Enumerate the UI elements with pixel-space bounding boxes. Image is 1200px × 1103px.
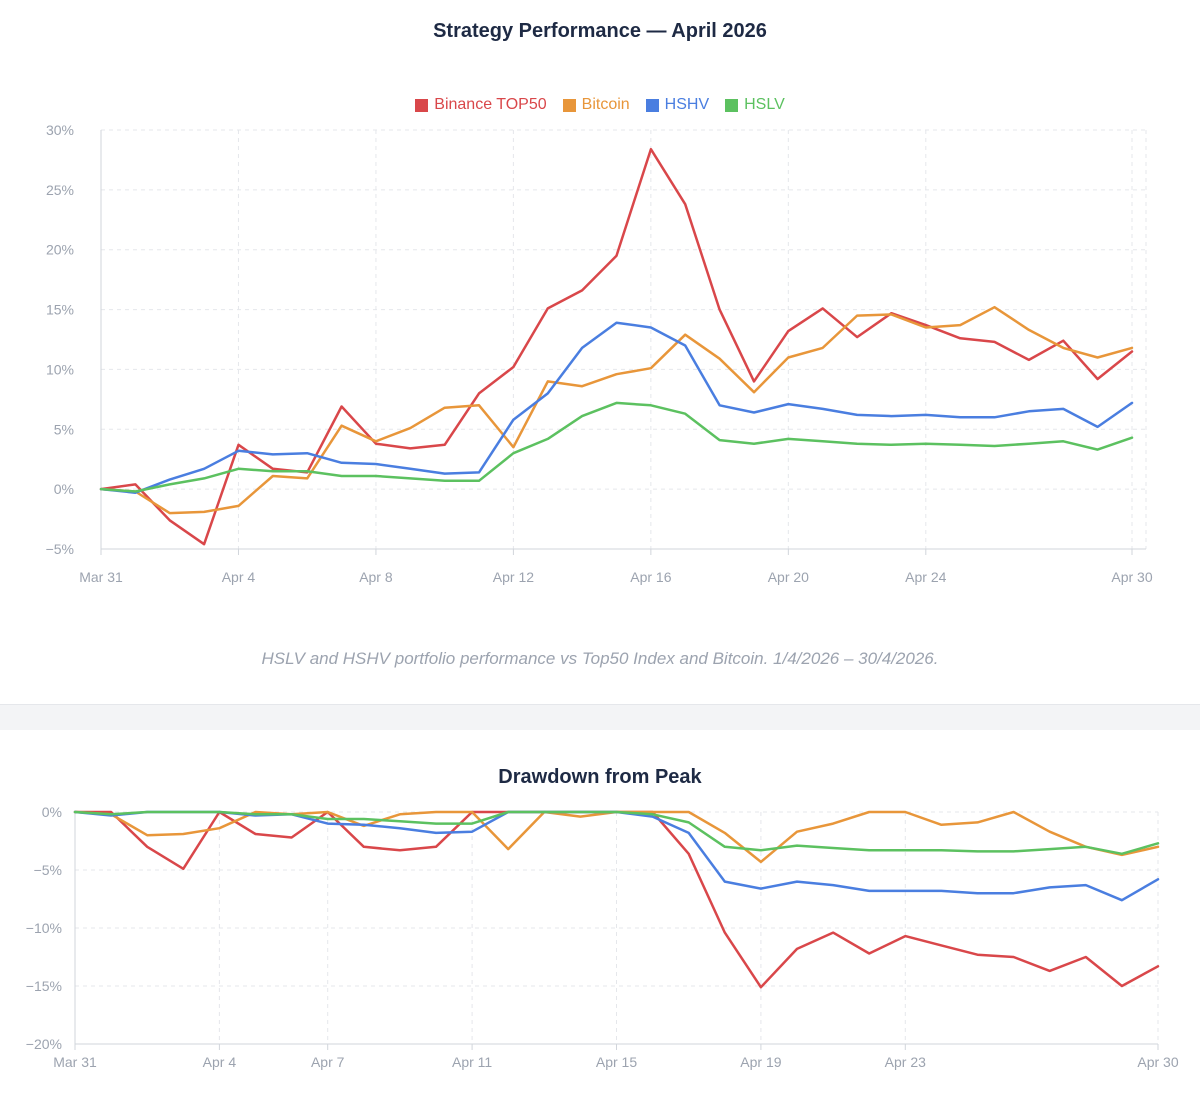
x-tick-label: Apr 12 <box>493 569 534 585</box>
chart-caption: HSLV and HSHV portfolio performance vs T… <box>261 649 939 668</box>
x-tick-label: Apr 19 <box>740 1054 781 1070</box>
x-tick-label: Apr 24 <box>905 569 946 585</box>
drawdown-chart: 0% −5% −10% −15% −20% Mar 31 Apr 4 Apr 7 Apr 11 A… <box>26 804 1179 1070</box>
x-tick-label: Apr 23 <box>885 1054 926 1070</box>
x-tick-label: Apr 30 <box>1111 569 1152 585</box>
performance-series-line-bitcoin[interactable] <box>99 305 1134 515</box>
legend-label-bitcoin: Bitcoin <box>581 96 630 113</box>
y-tick-label: 15% <box>46 302 74 318</box>
legend-item-bitcoin[interactable]: Bitcoin <box>562 96 630 114</box>
chart-legend: Binance TOP50 Bitcoin HSHV HSLV <box>0 96 1200 114</box>
legend-label-binance-top50: Binance TOP50 <box>434 96 547 113</box>
x-tick-label: Apr 30 <box>1137 1054 1178 1070</box>
performance-series-line-hshv[interactable] <box>99 321 1134 494</box>
performance-chart-panel: 30% 25% 20% 15% 10% 5% 0% −5% Mar 31 Apr 4 Apr 8 Ap… <box>0 20 1200 668</box>
drawdown-chart-panel: 0% −5% −10% −15% −20% Mar 31 Apr 4 Apr 7 Apr 11 A… <box>0 730 1200 1103</box>
performance-chart-title: Strategy Performance — April 2026 <box>433 20 767 42</box>
y-tick-label: 0% <box>54 481 74 497</box>
y-tick-label: 10% <box>46 361 74 377</box>
performance-series-line-hslv[interactable] <box>99 401 1134 493</box>
y-tick-label: 0% <box>42 804 62 820</box>
drawdown-series-line-hslv[interactable] <box>73 810 1160 856</box>
y-tick-label: 20% <box>46 242 74 258</box>
performance-grid <box>100 129 1147 555</box>
y-tick-label: 5% <box>54 421 74 437</box>
y-tick-label: −5% <box>34 862 62 878</box>
performance-chart: 30% 25% 20% 15% 10% 5% 0% −5% Mar 31 Apr 4 Apr 8 Ap… <box>46 122 1153 585</box>
y-tick-label: −20% <box>26 1036 62 1052</box>
y-tick-label: 25% <box>46 182 74 198</box>
performance-series-line-binance-top50[interactable] <box>99 147 1134 546</box>
legend-item-hslv[interactable]: HSLV <box>725 96 785 114</box>
x-tick-label: Apr 4 <box>222 569 256 585</box>
drawdown-grid <box>74 811 1159 1050</box>
legend-swatch-hslv <box>725 98 739 112</box>
y-tick-label: −15% <box>26 978 62 994</box>
x-tick-label: Apr 15 <box>596 1054 637 1070</box>
y-tick-label: −10% <box>26 920 62 936</box>
legend-swatch-bitcoin <box>562 98 576 112</box>
legend-item-binance-top50[interactable]: Binance TOP50 <box>415 96 547 114</box>
legend-label-hslv: HSLV <box>744 96 785 113</box>
x-tick-label: Apr 7 <box>311 1054 345 1070</box>
y-tick-label: −5% <box>46 541 74 557</box>
y-tick-label: 30% <box>46 122 74 138</box>
legend-label-hshv: HSHV <box>664 96 710 113</box>
drawdown-chart-title: Drawdown from Peak <box>498 766 702 788</box>
x-tick-label: Apr 4 <box>203 1054 237 1070</box>
panel-separator <box>0 704 1200 731</box>
x-tick-label: Mar 31 <box>79 569 123 585</box>
x-tick-label: Apr 20 <box>768 569 809 585</box>
legend-swatch-hshv <box>645 98 659 112</box>
x-tick-label: Apr 11 <box>452 1054 492 1070</box>
x-tick-label: Mar 31 <box>53 1054 97 1070</box>
x-tick-label: Apr 8 <box>359 569 393 585</box>
legend-swatch-binance-top50 <box>415 98 429 112</box>
legend-item-hshv[interactable]: HSHV <box>645 96 710 114</box>
x-tick-label: Apr 16 <box>630 569 671 585</box>
